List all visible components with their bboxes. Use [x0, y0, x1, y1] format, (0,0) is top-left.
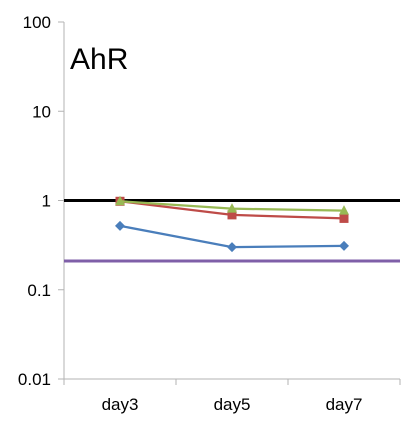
data-point	[227, 203, 237, 213]
data-point	[227, 242, 237, 253]
y-axis-ticks: 0.01 0.1 1 10 100	[18, 13, 64, 389]
series	[115, 195, 349, 253]
data-point	[339, 240, 349, 251]
data-point	[339, 213, 349, 223]
y-tick-label: 100	[23, 13, 51, 32]
data-point	[339, 205, 349, 215]
data-point	[227, 210, 237, 220]
x-axis-ticks: day3 day5 day7	[63, 379, 401, 414]
y-tick-label: 0.01	[18, 370, 51, 389]
chart-title: AhR	[70, 43, 128, 76]
data-point	[115, 220, 125, 231]
data-point	[115, 195, 125, 206]
x-tick-label: day5	[214, 395, 251, 414]
y-tick-label: 0.1	[27, 281, 51, 300]
x-tick-label: day7	[326, 395, 363, 414]
x-tick-label: day3	[102, 395, 139, 414]
y-tick-label: 1	[42, 192, 51, 211]
y-tick-label: 10	[32, 102, 51, 121]
